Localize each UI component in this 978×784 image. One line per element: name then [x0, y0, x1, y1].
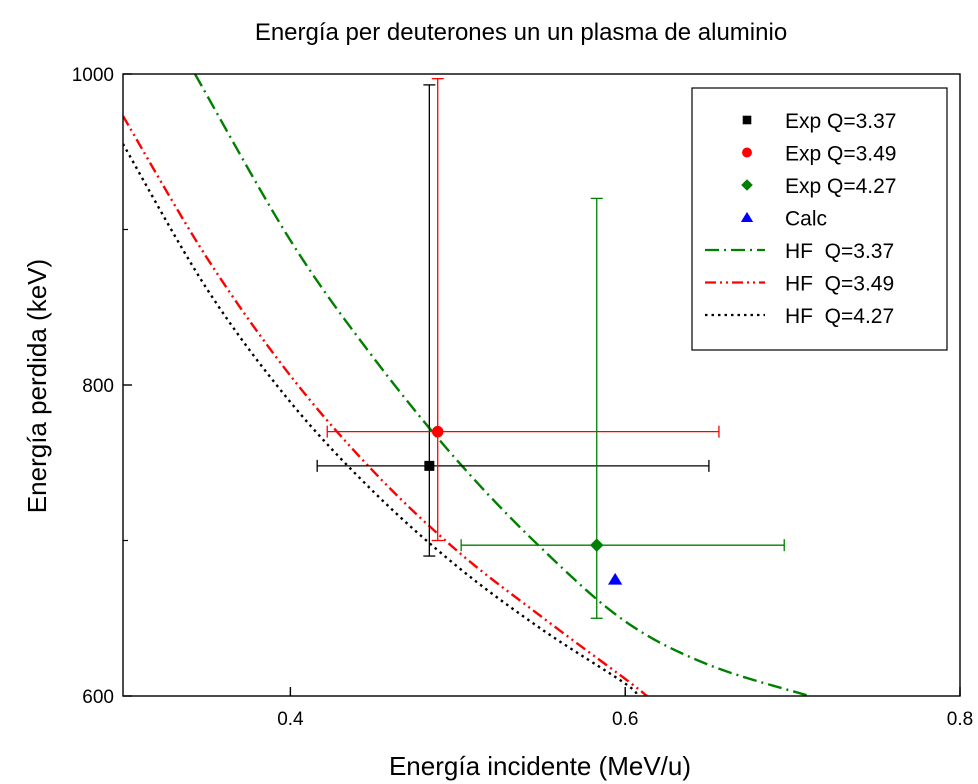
x-tick-label: 0.4 [277, 709, 304, 730]
series-exp-q-3-49 [326, 78, 720, 542]
legend-label-calc: Calc [785, 208, 827, 231]
data-point-calc [608, 572, 623, 585]
curve-hf-q-4-27 [123, 143, 638, 696]
legend-marker-calc [740, 211, 754, 222]
y-tick-label: 800 [82, 376, 114, 397]
legend-label-exp-q-3-37: Exp Q=3.37 [785, 110, 897, 133]
legend-marker-exp-q-3-37 [742, 115, 752, 125]
series-exp-q-4-27 [460, 197, 785, 619]
x-axis-label: Energía incidente (MeV/u) [389, 751, 691, 781]
legend-label-exp-q-3-49: Exp Q=3.49 [785, 143, 897, 166]
x-tick-label: 0.8 [947, 709, 973, 730]
series-calc [608, 572, 623, 585]
plot-area [122, 73, 961, 697]
chart-title: Energía per deuterones un un plasma de a… [255, 19, 787, 46]
axis-ticks: 0.4 0.6 0.8 600 800 1000 [72, 65, 973, 730]
legend-box [691, 87, 948, 351]
legend-label-exp-q-4-27: Exp Q=4.27 [785, 175, 897, 198]
curve-hf-q-3-37 [193, 74, 810, 696]
legend-label-hf-q-3-49: HF Q=3.49 [785, 273, 894, 296]
legend-marker-exp-q-4-27 [741, 179, 753, 191]
data-point-exp-q-4-27 [589, 538, 604, 552]
data-point-exp-q-3-49 [431, 425, 444, 438]
x-tick-label: 0.6 [612, 709, 638, 730]
legend: Exp Q=3.37 Exp Q=3.49 Exp Q=4.27 Calc HF Q=3… [691, 87, 948, 351]
y-axis-label: Energía perdida (keV) [22, 259, 52, 513]
data-point-exp-q-3-37 [424, 460, 435, 471]
legend-label-hf-q-4-27: HF Q=4.27 [785, 305, 894, 328]
y-tick-label: 600 [82, 687, 114, 708]
legend-marker-exp-q-3-49 [742, 147, 752, 158]
legend-label-hf-q-3-37: HF Q=3.37 [785, 240, 894, 263]
curve-hf-q-3-49 [123, 115, 648, 696]
y-tick-label: 1000 [72, 65, 114, 86]
series-exp-q-3-37 [316, 84, 710, 557]
